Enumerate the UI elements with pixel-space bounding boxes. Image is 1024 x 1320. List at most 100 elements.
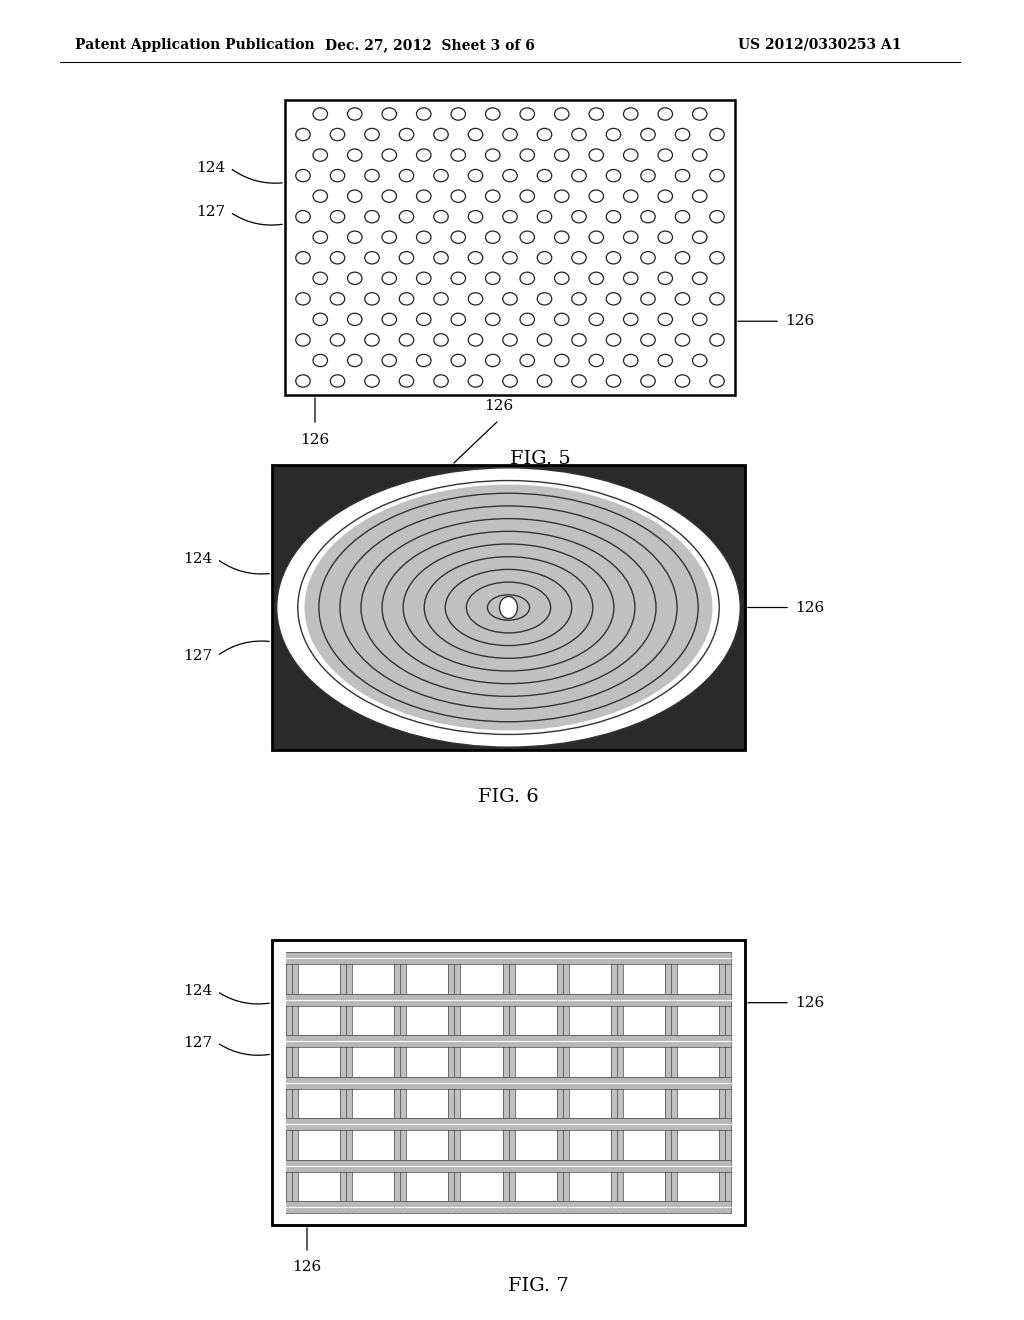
Ellipse shape (434, 375, 449, 387)
Ellipse shape (296, 375, 310, 387)
Ellipse shape (485, 108, 500, 120)
Ellipse shape (324, 496, 694, 719)
Ellipse shape (466, 582, 551, 632)
Ellipse shape (331, 169, 345, 182)
Bar (665, 952, 677, 1213)
Ellipse shape (692, 108, 707, 120)
Ellipse shape (675, 375, 690, 387)
Ellipse shape (606, 375, 621, 387)
Ellipse shape (382, 313, 396, 326)
Ellipse shape (382, 149, 396, 161)
Bar (286, 1201, 731, 1213)
Ellipse shape (520, 231, 535, 243)
Ellipse shape (503, 334, 517, 346)
Text: 127: 127 (196, 205, 225, 219)
Text: FIG. 6: FIG. 6 (478, 788, 539, 807)
Ellipse shape (658, 231, 673, 243)
Ellipse shape (641, 252, 655, 264)
Ellipse shape (606, 128, 621, 141)
Bar (285, 100, 735, 395)
Ellipse shape (520, 272, 535, 285)
Ellipse shape (710, 252, 724, 264)
Ellipse shape (589, 149, 603, 161)
Ellipse shape (571, 252, 587, 264)
Ellipse shape (555, 149, 569, 161)
Ellipse shape (451, 231, 466, 243)
Ellipse shape (571, 334, 587, 346)
Ellipse shape (503, 128, 517, 141)
Bar (557, 952, 568, 1213)
Bar (272, 465, 745, 750)
Ellipse shape (304, 484, 713, 730)
Text: US 2012/0330253 A1: US 2012/0330253 A1 (738, 38, 902, 51)
Ellipse shape (313, 231, 328, 243)
Ellipse shape (589, 190, 603, 202)
Ellipse shape (555, 231, 569, 243)
Ellipse shape (417, 149, 431, 161)
Ellipse shape (296, 128, 310, 141)
Ellipse shape (624, 190, 638, 202)
Ellipse shape (538, 128, 552, 141)
Ellipse shape (555, 313, 569, 326)
Ellipse shape (538, 252, 552, 264)
Ellipse shape (397, 540, 620, 675)
Ellipse shape (589, 231, 603, 243)
Ellipse shape (606, 252, 621, 264)
Ellipse shape (606, 293, 621, 305)
Ellipse shape (675, 128, 690, 141)
Ellipse shape (658, 313, 673, 326)
Ellipse shape (503, 375, 517, 387)
Ellipse shape (365, 169, 379, 182)
Ellipse shape (520, 149, 535, 161)
Text: 126: 126 (785, 314, 814, 329)
Ellipse shape (331, 210, 345, 223)
Ellipse shape (365, 375, 379, 387)
Bar (272, 465, 745, 750)
Ellipse shape (313, 190, 328, 202)
Ellipse shape (692, 149, 707, 161)
Ellipse shape (365, 210, 379, 223)
Ellipse shape (468, 293, 482, 305)
Ellipse shape (710, 210, 724, 223)
Bar (286, 952, 731, 964)
Text: Patent Application Publication: Patent Application Publication (75, 38, 314, 51)
Ellipse shape (538, 334, 552, 346)
Ellipse shape (520, 108, 535, 120)
Ellipse shape (468, 128, 482, 141)
Ellipse shape (331, 128, 345, 141)
Ellipse shape (417, 272, 431, 285)
Ellipse shape (417, 231, 431, 243)
Ellipse shape (692, 354, 707, 367)
Ellipse shape (434, 562, 583, 652)
Ellipse shape (624, 354, 638, 367)
Ellipse shape (434, 169, 449, 182)
Ellipse shape (382, 108, 396, 120)
Ellipse shape (399, 293, 414, 305)
Ellipse shape (500, 597, 517, 619)
Bar (286, 1159, 731, 1172)
Ellipse shape (365, 334, 379, 346)
Ellipse shape (382, 272, 396, 285)
Ellipse shape (331, 293, 345, 305)
Ellipse shape (487, 595, 529, 620)
Text: 126: 126 (484, 399, 514, 413)
Ellipse shape (658, 108, 673, 120)
Ellipse shape (365, 252, 379, 264)
Ellipse shape (313, 354, 328, 367)
Ellipse shape (658, 272, 673, 285)
Ellipse shape (365, 293, 379, 305)
Ellipse shape (571, 169, 587, 182)
Ellipse shape (434, 210, 449, 223)
Ellipse shape (331, 252, 345, 264)
Ellipse shape (382, 190, 396, 202)
Text: 126: 126 (293, 1261, 322, 1274)
Bar (286, 994, 731, 1006)
Ellipse shape (296, 334, 310, 346)
Bar (449, 952, 461, 1213)
Ellipse shape (710, 375, 724, 387)
Bar (610, 952, 623, 1213)
Ellipse shape (606, 169, 621, 182)
Ellipse shape (589, 354, 603, 367)
Ellipse shape (658, 354, 673, 367)
Text: 126: 126 (795, 995, 824, 1010)
